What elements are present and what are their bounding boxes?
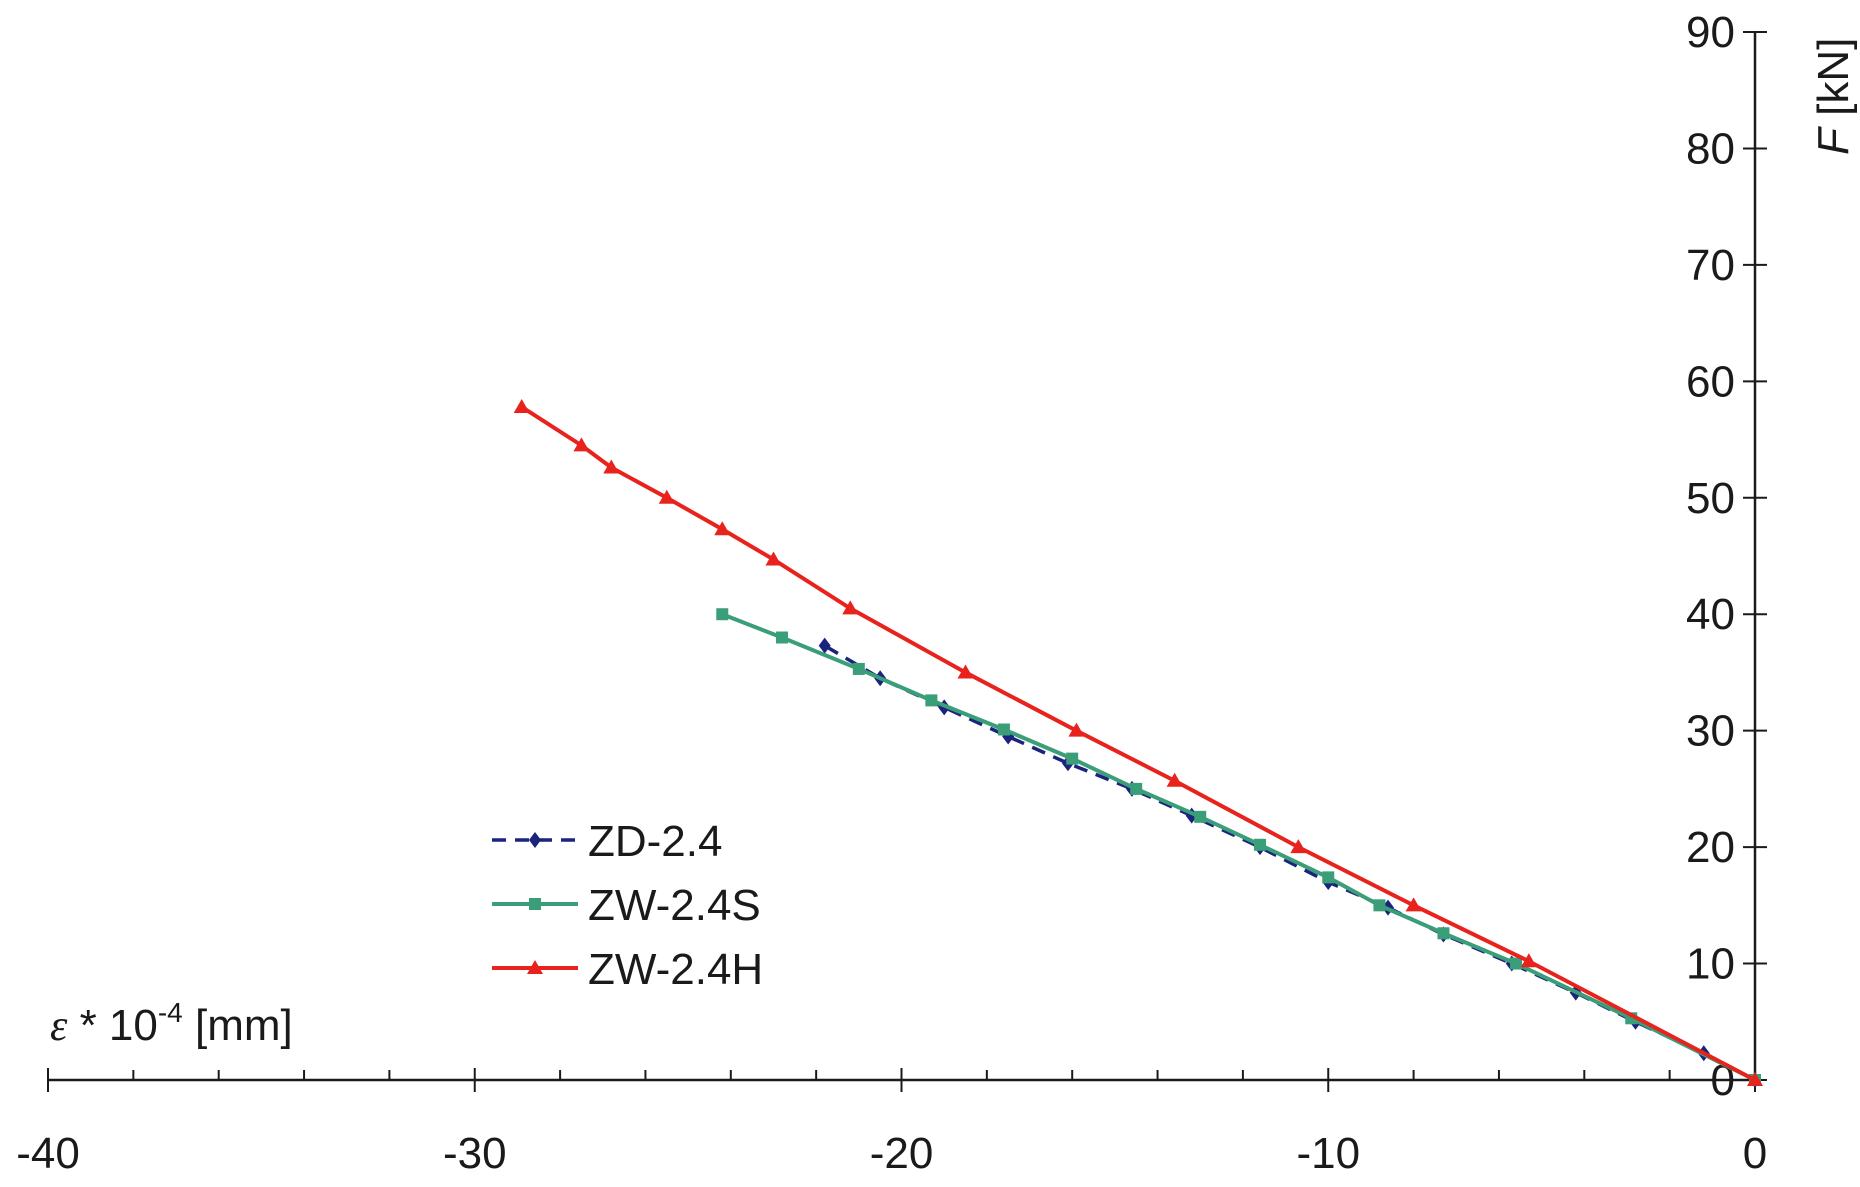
x-tick-label: 0 xyxy=(1743,1129,1767,1178)
series-zd-2-4 xyxy=(818,637,1761,1088)
data-point-zw-2-4h xyxy=(842,600,859,615)
legend-item-zd-2-4: ZD-2.4 xyxy=(492,817,722,866)
data-point-zw-2-4h xyxy=(714,521,731,536)
series-zw-2-4s xyxy=(716,608,1761,1086)
y-tick-label: 70 xyxy=(1686,241,1735,290)
x-axis: -40 -30 -20 -10 0 xyxy=(16,1068,1767,1178)
y-tick-label: 30 xyxy=(1686,707,1735,756)
y-tick-label: 90 xyxy=(1686,8,1735,57)
data-point-zw-2-4s xyxy=(1322,871,1335,884)
y-tick-label: 60 xyxy=(1686,357,1735,406)
series-line-zw-2-4s xyxy=(721,612,1756,1082)
data-point-zw-2-4s xyxy=(997,723,1010,736)
data-point-zw-2-4h xyxy=(603,459,620,474)
y-tick-label: 80 xyxy=(1686,124,1735,173)
legend-marker-zw-2-4s xyxy=(529,898,541,910)
data-point-zw-2-4s xyxy=(852,662,865,675)
data-point-zw-2-4h xyxy=(957,664,974,679)
data-point-zw-2-4h xyxy=(1520,953,1537,968)
series-line-zw-2-4h xyxy=(520,405,1756,1082)
y-axis-title: F [kN] xyxy=(1809,38,1858,155)
y-axis-unit: [kN] xyxy=(1809,38,1858,128)
data-point-zd-2-4 xyxy=(818,637,831,654)
data-point-zw-2-4h xyxy=(1747,1072,1763,1086)
x-tick-label: -30 xyxy=(443,1129,507,1178)
legend: ZD-2.4 ZW-2.4S ZW-2.4H xyxy=(492,817,763,994)
y-tick-label: 10 xyxy=(1686,940,1735,989)
x-tick-label: -10 xyxy=(1296,1129,1360,1178)
x-axis-unit: [mm] xyxy=(183,1001,293,1050)
data-point-zw-2-4s xyxy=(716,608,729,621)
data-point-zw-2-4s xyxy=(1373,899,1386,912)
data-point-zw-2-4h xyxy=(1290,839,1307,854)
x-axis-symbol: ε xyxy=(50,1001,68,1050)
data-point-zw-2-4s xyxy=(1066,752,1079,765)
y-tick-label: 20 xyxy=(1686,823,1735,872)
data-point-zw-2-4h xyxy=(1166,772,1183,787)
data-point-zw-2-4s xyxy=(1194,810,1207,823)
x-tick-label: -20 xyxy=(870,1129,934,1178)
data-point-zw-2-4s xyxy=(1253,838,1266,851)
data-point-zw-2-4h xyxy=(573,437,590,452)
legend-item-zw-2-4s: ZW-2.4S xyxy=(492,881,761,930)
data-point-zw-2-4s xyxy=(776,631,789,644)
data-point-zw-2-4h xyxy=(513,398,530,413)
x-ticks: -40 -30 -20 -10 0 xyxy=(16,1068,1767,1178)
data-point-zw-2-4h xyxy=(1405,897,1422,912)
x-tick-label: -40 xyxy=(16,1129,80,1178)
y-tick-label: 40 xyxy=(1686,590,1735,639)
legend-item-zw-2-4h: ZW-2.4H xyxy=(492,945,763,994)
x-axis-exponent: -4 xyxy=(158,997,183,1028)
data-point-zw-2-4s xyxy=(1130,782,1143,795)
plot-area xyxy=(513,398,1763,1088)
legend-label-zw-2-4s: ZW-2.4S xyxy=(588,881,761,930)
data-point-zw-2-4h xyxy=(1068,722,1085,737)
data-point-zw-2-4s xyxy=(1437,927,1450,940)
legend-label-zd-2-4: ZD-2.4 xyxy=(588,817,722,866)
legend-marker-zd-2-4 xyxy=(529,832,541,848)
series-zw-2-4h xyxy=(513,398,1763,1086)
data-point-zw-2-4s xyxy=(1510,957,1523,970)
y-axis-symbol: F xyxy=(1809,126,1858,155)
x-axis-multiplier: * 10 xyxy=(67,1001,158,1050)
legend-label-zw-2-4h: ZW-2.4H xyxy=(588,945,763,994)
data-point-zw-2-4h xyxy=(658,489,675,504)
data-point-zw-2-4s xyxy=(925,694,938,707)
y-tick-label: 50 xyxy=(1686,474,1735,523)
series-line-zd-2-4 xyxy=(823,644,1756,1082)
legend-marker-zw-2-4h xyxy=(527,960,543,974)
data-point-zw-2-4h xyxy=(765,551,782,566)
x-axis-title: ε * 10-4 [mm] xyxy=(50,997,293,1050)
